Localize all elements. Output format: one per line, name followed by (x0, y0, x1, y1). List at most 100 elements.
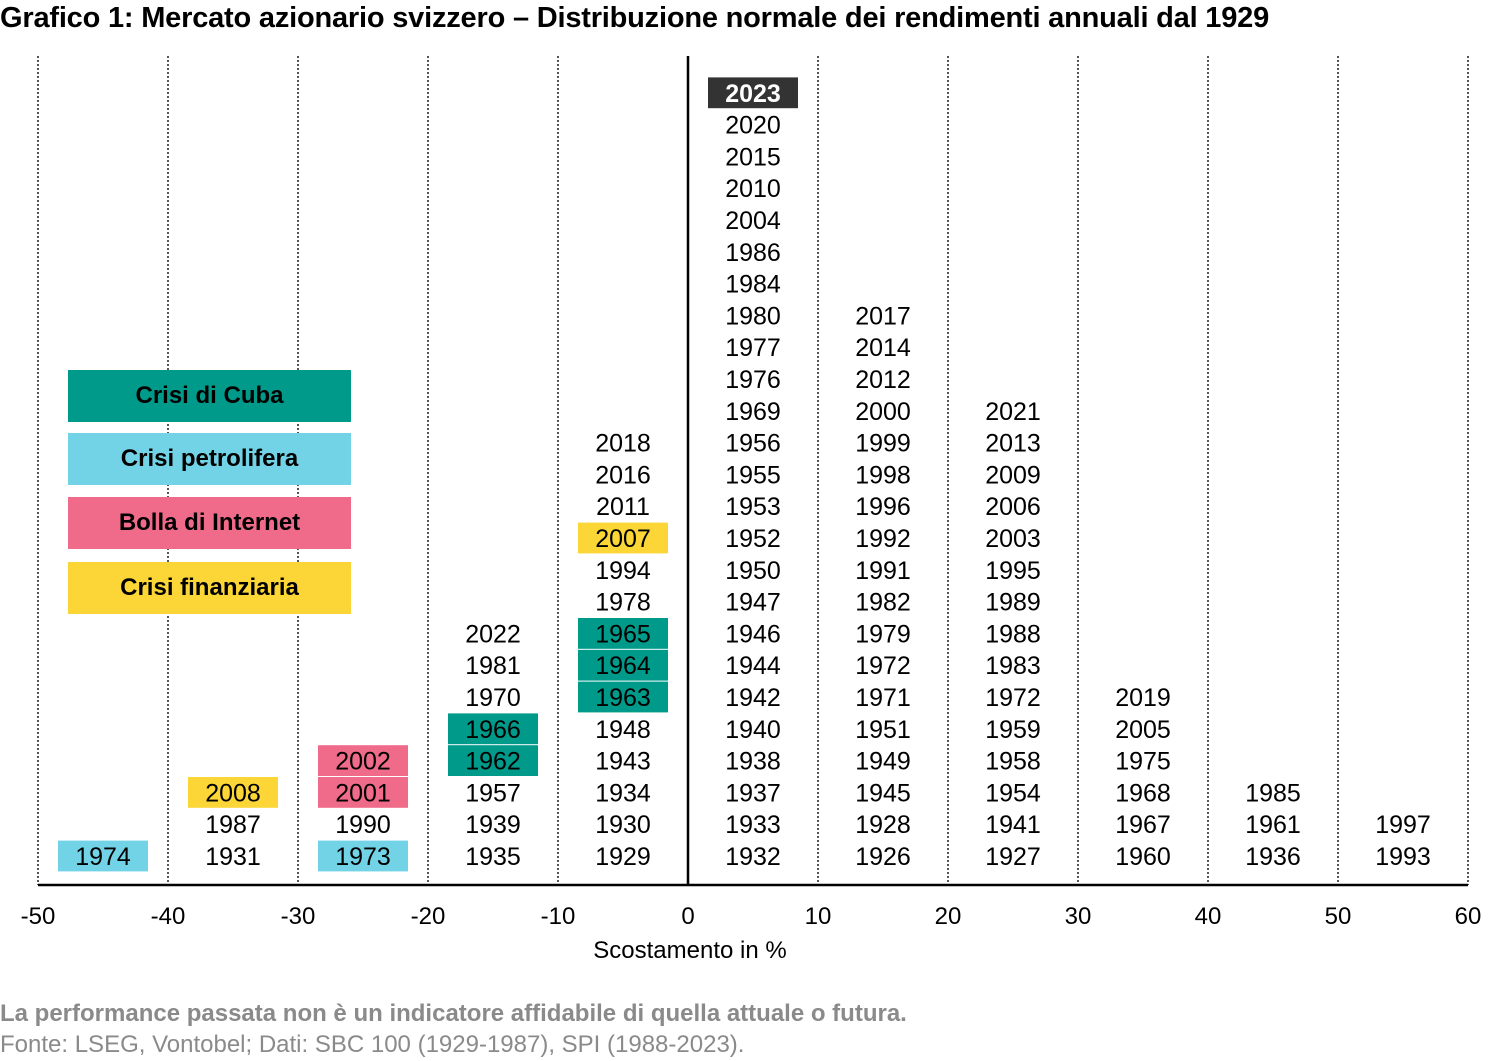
legend-item-internet: Bolla di Internet (68, 497, 351, 549)
year-label-2000: 2000 (855, 398, 911, 426)
x-tick-label: 30 (1065, 903, 1092, 930)
year-label-1958: 1958 (985, 748, 1041, 776)
year-label-1978: 1978 (595, 589, 651, 617)
year-label-1979: 1979 (855, 620, 911, 648)
x-tick-label: 20 (935, 903, 962, 930)
year-label-1933: 1933 (725, 811, 781, 839)
highlight-box-1966 (448, 713, 538, 745)
year-label-1947: 1947 (725, 589, 781, 617)
year-label-1995: 1995 (985, 557, 1041, 585)
year-label-1965: 1965 (595, 620, 651, 648)
year-label-1984: 1984 (725, 271, 781, 299)
year-label-2017: 2017 (855, 302, 911, 330)
year-label-1940: 1940 (725, 716, 781, 744)
year-label-1988: 1988 (985, 620, 1041, 648)
year-label-2007: 2007 (595, 525, 651, 553)
axes (38, 56, 1468, 887)
year-label-1987: 1987 (205, 811, 261, 839)
year-label-1955: 1955 (725, 461, 781, 489)
highlight-box-2008 (188, 777, 278, 808)
year-label-1966: 1966 (465, 716, 521, 744)
year-label-1942: 1942 (725, 684, 781, 712)
year-label-1982: 1982 (855, 589, 911, 617)
year-label-1972: 1972 (855, 652, 911, 680)
year-label-1977: 1977 (725, 334, 781, 362)
year-label-1983: 1983 (985, 652, 1041, 680)
year-label-2006: 2006 (985, 493, 1041, 521)
highlight-box-1973 (318, 840, 408, 872)
year-label-1970: 1970 (465, 684, 521, 712)
year-label-1990: 1990 (335, 811, 391, 839)
year-label-1956: 1956 (725, 430, 781, 458)
highlight-box-2023 (708, 77, 798, 109)
x-tick-label: -30 (281, 903, 316, 930)
year-label-2012: 2012 (855, 366, 911, 394)
source-note: Fonte: LSEG, Vontobel; Dati: SBC 100 (19… (0, 1031, 745, 1058)
year-label-1936: 1936 (1245, 843, 1301, 871)
year-label-2022: 2022 (465, 620, 521, 648)
year-label-1991: 1991 (855, 557, 911, 585)
highlight-box-1963 (578, 681, 668, 713)
year-label-1972: 1972 (985, 684, 1041, 712)
x-tick-label: -10 (541, 903, 576, 930)
year-label-1943: 1943 (595, 748, 651, 776)
year-label-2020: 2020 (725, 112, 781, 140)
year-label-1960: 1960 (1115, 843, 1171, 871)
x-tick-label: 0 (681, 903, 694, 930)
year-label-2023: 2023 (725, 80, 781, 108)
year-label-1950: 1950 (725, 557, 781, 585)
year-label-1937: 1937 (725, 779, 781, 807)
year-label-2005: 2005 (1115, 716, 1171, 744)
year-label-1927: 1927 (985, 843, 1041, 871)
histogram-chart: 1974 1931 1987 2008 1973 1990 2001 2002 1935 1939… (21, 56, 1482, 964)
x-tick-labels: -50 -40 -30 -20 -10 0 10 20 30 40 50 60 (21, 903, 1482, 930)
disclaimer-note: La performance passata non è un indicato… (0, 1000, 907, 1027)
year-label-2013: 2013 (985, 430, 1041, 458)
year-label-1948: 1948 (595, 716, 651, 744)
year-label-2003: 2003 (985, 525, 1041, 553)
year-label-1931: 1931 (205, 843, 261, 871)
highlight-box-1965 (578, 618, 668, 649)
year-label-2004: 2004 (725, 207, 781, 235)
year-label-1967: 1967 (1115, 811, 1171, 839)
legend-item-oil: Crisi petrolifera (68, 433, 351, 485)
year-label-1952: 1952 (725, 525, 781, 553)
chart-title: Grafico 1: Mercato azionario svizzero – … (0, 2, 1270, 34)
year-label-1974: 1974 (75, 843, 131, 871)
year-label-1993: 1993 (1375, 843, 1431, 871)
year-label-1926: 1926 (855, 843, 911, 871)
year-label-1946: 1946 (725, 620, 781, 648)
highlight-box-1962 (448, 745, 538, 776)
year-label-1973: 1973 (335, 843, 391, 871)
year-label-1968: 1968 (1115, 779, 1171, 807)
year-label-1941: 1941 (985, 811, 1041, 839)
x-axis-label: Scostamento in % (593, 937, 786, 964)
year-label-2019: 2019 (1115, 684, 1171, 712)
year-label-1997: 1997 (1375, 811, 1431, 839)
year-label-1945: 1945 (855, 779, 911, 807)
year-label-1929: 1929 (595, 843, 651, 871)
year-label-1932: 1932 (725, 843, 781, 871)
year-label-1975: 1975 (1115, 748, 1171, 776)
year-label-1963: 1963 (595, 684, 651, 712)
year-label-1962: 1962 (465, 748, 521, 776)
year-label-2011: 2011 (596, 493, 650, 521)
year-label-1959: 1959 (985, 716, 1041, 744)
year-label-2021: 2021 (985, 398, 1041, 426)
year-label-1998: 1998 (855, 461, 911, 489)
highlight-box-1974 (58, 840, 148, 872)
year-label-1951: 1951 (855, 716, 911, 744)
year-label-1969: 1969 (725, 398, 781, 426)
year-label-1939: 1939 (465, 811, 521, 839)
year-label-1994: 1994 (595, 557, 651, 585)
x-tick-label: 50 (1325, 903, 1352, 930)
highlight-box-2002 (318, 745, 408, 776)
x-tick-label: 60 (1455, 903, 1482, 930)
year-label-1934: 1934 (595, 779, 651, 807)
x-tick-label: -20 (411, 903, 446, 930)
year-label-1954: 1954 (985, 779, 1041, 807)
year-label-1981: 1981 (465, 652, 521, 680)
year-label-1964: 1964 (595, 652, 651, 680)
year-label-1928: 1928 (855, 811, 911, 839)
year-label-2018: 2018 (595, 430, 651, 458)
